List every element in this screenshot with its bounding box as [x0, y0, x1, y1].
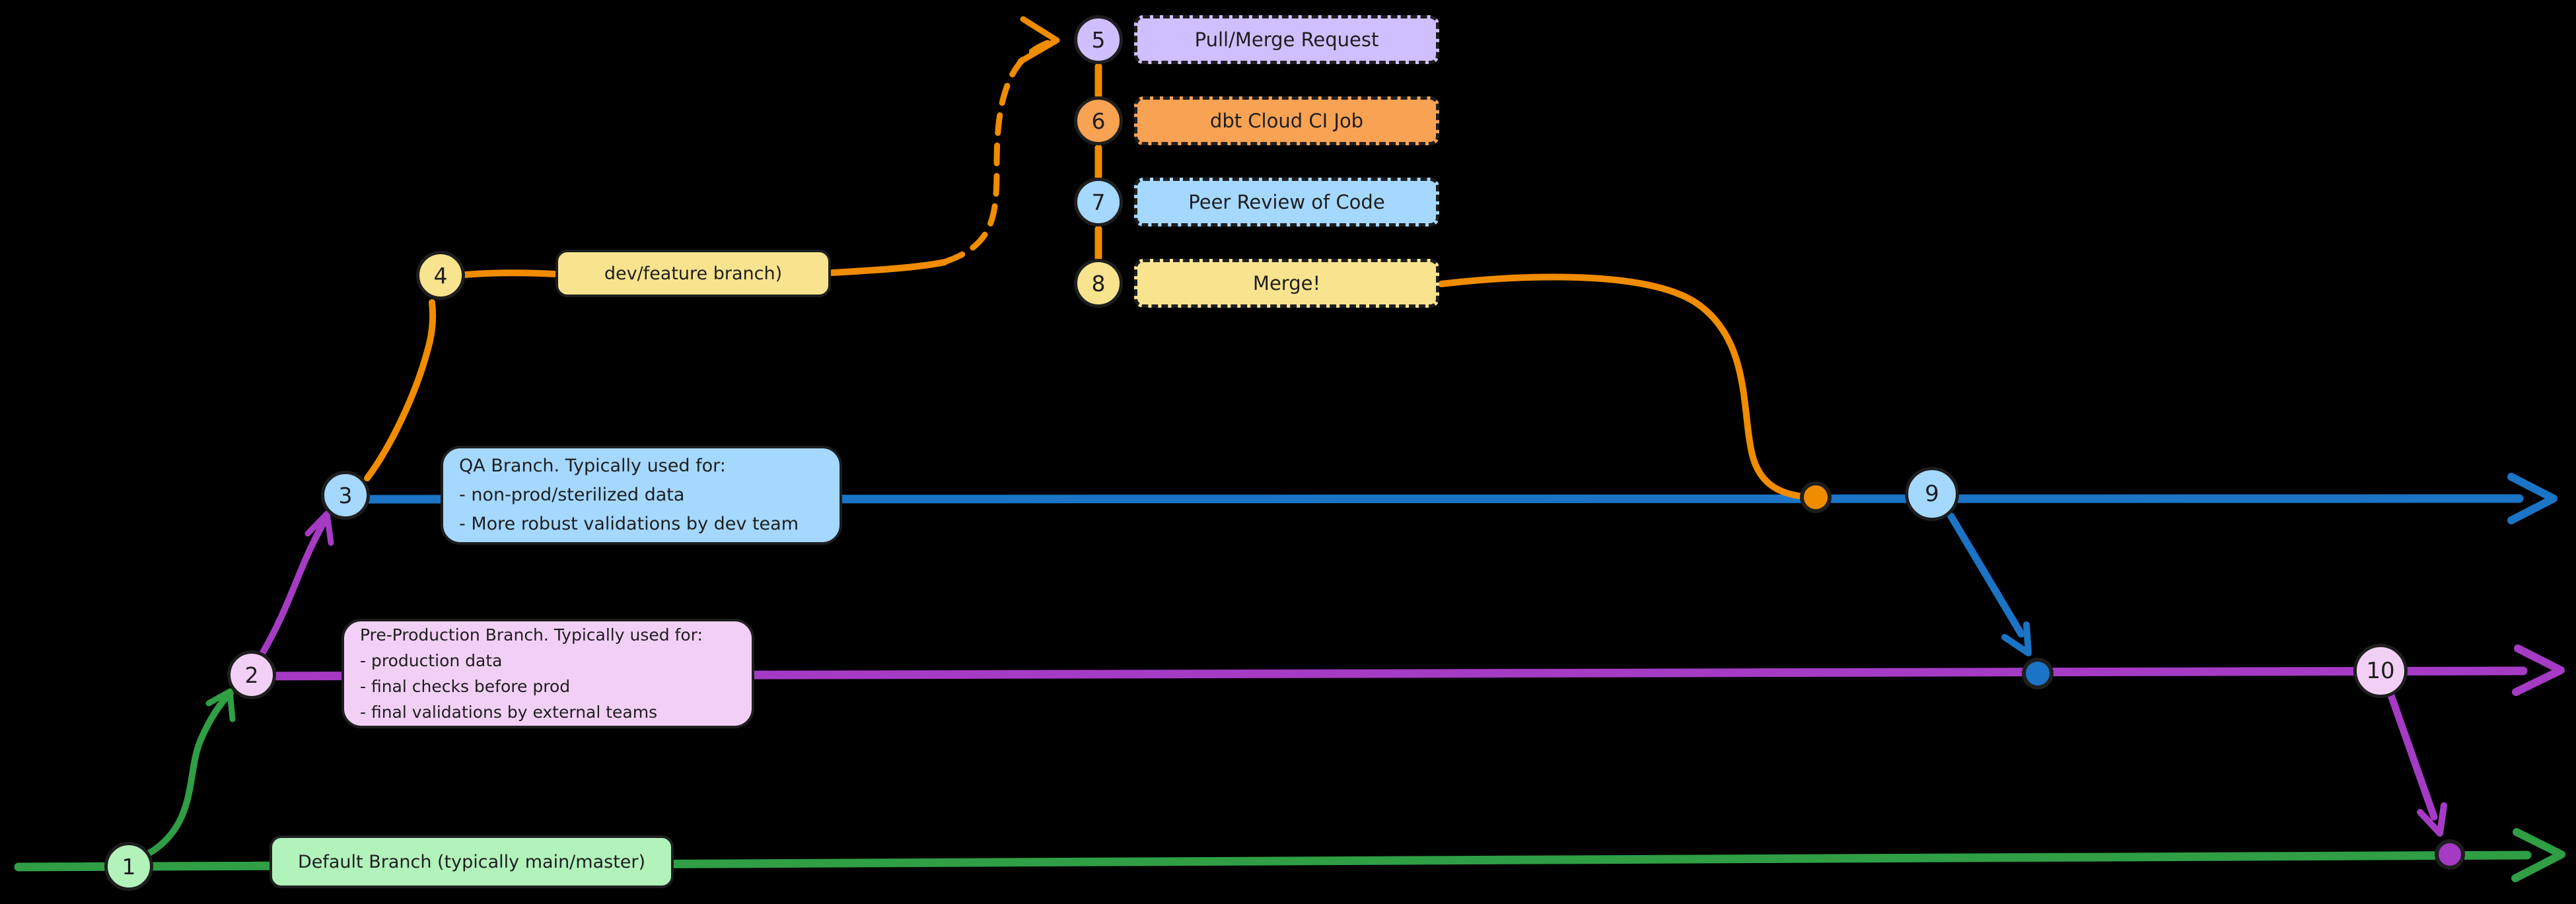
step-box-merge[interactable]: Merge! — [1134, 259, 1439, 308]
default-branch-label: Default Branch (typically main/master) — [297, 851, 646, 872]
preprod-branch-arrowhead — [2512, 644, 2565, 696]
default-branch-label-box[interactable]: Default Branch (typically main/master) — [269, 835, 674, 888]
default-branch-arrowhead — [2511, 828, 2565, 882]
commit-node-4-number: 4 — [433, 262, 448, 289]
connector-commit9-arrowhead — [2001, 621, 2032, 656]
step-box-dbt-cloud-ci-job[interactable]: dbt Cloud CI Job — [1134, 96, 1439, 145]
merge-commit-dot-qa[interactable] — [1800, 481, 1832, 513]
connector-commit9-to-preprod — [1947, 512, 2025, 638]
qa-branch-item-2: - More robust validations by dev team — [459, 514, 799, 534]
connector-commit1-to-commit2-arrowhead — [205, 688, 236, 722]
step-node-5-number: 5 — [1091, 26, 1106, 53]
connector-commit1-to-commit2 — [146, 690, 234, 856]
merge-commit-dot-preprod[interactable] — [2022, 658, 2054, 689]
commit-node-2[interactable]: 2 — [227, 650, 276, 699]
step-node-5[interactable]: 5 — [1074, 15, 1123, 64]
preprod-branch-item-1: - production data — [360, 651, 503, 670]
step-node-6-number: 6 — [1091, 108, 1106, 134]
step-box-dbt-cloud-ci-job-label: dbt Cloud CI Job — [1209, 110, 1364, 132]
connector-commit2-to-commit3-arrowhead — [304, 510, 334, 546]
step-box-pull-merge-request-label: Pull/Merge Request — [1194, 28, 1379, 51]
commit-node-10[interactable]: 10 — [2353, 644, 2408, 698]
commit-node-9-number: 9 — [1925, 481, 1939, 507]
qa-branch-item-1: - non-prod/sterilized data — [459, 485, 685, 505]
commit-node-1[interactable]: 1 — [104, 842, 153, 891]
connector-commit10-arrowhead — [2417, 802, 2447, 837]
step-box-pull-merge-request[interactable]: Pull/Merge Request — [1134, 15, 1439, 64]
connector-commit2-to-commit3 — [260, 520, 327, 656]
preprod-branch-info-box[interactable]: Pre-Production Branch. Typically used fo… — [341, 619, 754, 728]
connector-merge-to-qa-branch — [1438, 273, 1816, 501]
feature-branch-label: dev/feature branch) — [604, 263, 783, 284]
feature-line-after-label — [829, 259, 948, 276]
commit-node-4[interactable]: 4 — [416, 251, 465, 300]
feature-branch-label-box[interactable]: dev/feature branch) — [555, 250, 831, 297]
commit-node-10-number: 10 — [2366, 658, 2395, 684]
step-node-8[interactable]: 8 — [1074, 259, 1123, 308]
commit-node-1-number: 1 — [122, 853, 136, 880]
qa-branch-title: QA Branch. Typically used for: — [459, 456, 726, 476]
connector-commit3-to-commit4 — [364, 299, 437, 481]
step-node-7[interactable]: 7 — [1074, 178, 1123, 226]
feature-line-commit4-to-label — [462, 269, 559, 278]
feature-to-pr-arrowhead — [1017, 16, 1060, 65]
feature-to-pr-dashed-connector — [943, 40, 1051, 265]
merge-commit-dot-default[interactable] — [2435, 839, 2465, 870]
qa-branch-arrowhead — [2507, 473, 2558, 524]
preprod-branch-item-3: - final validations by external teams — [360, 703, 658, 722]
preprod-branch-item-2: - final checks before prod — [360, 677, 571, 696]
step-box-peer-review[interactable]: Peer Review of Code — [1134, 178, 1439, 226]
step-node-7-number: 7 — [1091, 189, 1106, 215]
step-box-merge-label: Merge! — [1252, 272, 1321, 295]
step-node-6[interactable]: 6 — [1074, 96, 1123, 145]
commit-node-2-number: 2 — [244, 662, 259, 688]
step-box-peer-review-label: Peer Review of Code — [1188, 191, 1385, 213]
commit-node-3-number: 3 — [338, 482, 353, 508]
qa-branch-info-box[interactable]: QA Branch. Typically used for: - non-pro… — [441, 446, 842, 545]
connector-commit10-to-default — [2387, 691, 2438, 821]
step-node-8-number: 8 — [1091, 270, 1106, 296]
preprod-branch-title: Pre-Production Branch. Typically used fo… — [360, 625, 703, 644]
commit-node-9[interactable]: 9 — [1905, 467, 1959, 521]
commit-node-3[interactable]: 3 — [321, 471, 370, 520]
